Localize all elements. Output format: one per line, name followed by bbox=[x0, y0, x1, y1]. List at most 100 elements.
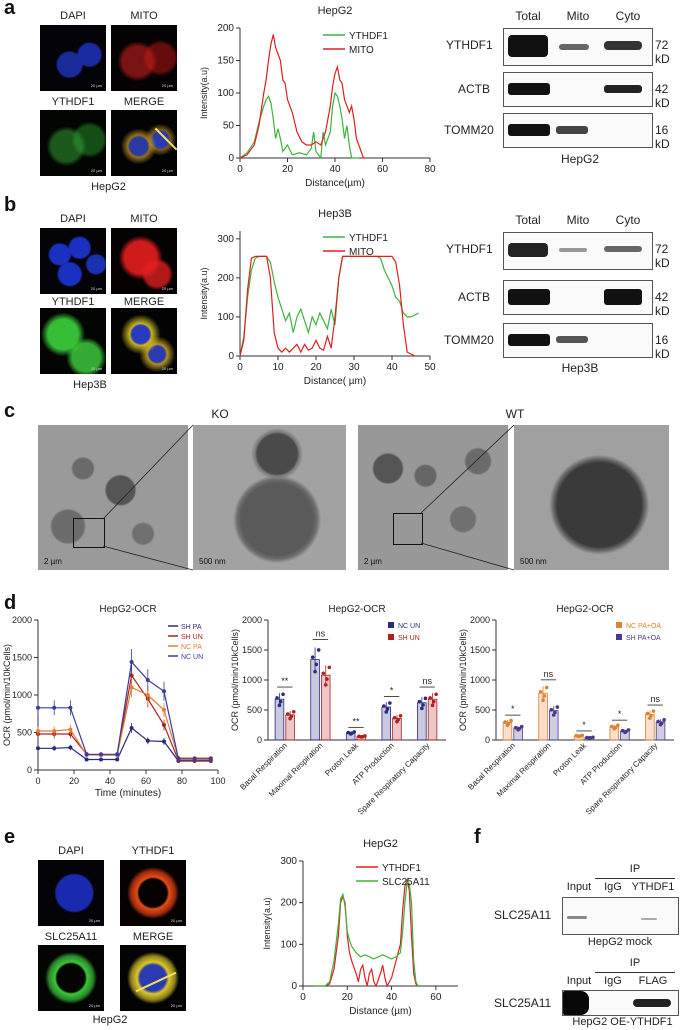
significance-label: * bbox=[390, 685, 394, 695]
panel-c-letter: c bbox=[4, 400, 16, 422]
chart-e-line-profile: 0 20 40 60 0 100 200 300 HepG2 Distance (µm) Inten… bbox=[262, 838, 458, 1017]
band bbox=[556, 336, 588, 343]
data-point bbox=[431, 699, 436, 704]
em-wt-overview: 2 µm bbox=[358, 425, 508, 570]
y-tick-label: 1000 bbox=[470, 675, 490, 685]
series-line bbox=[314, 880, 419, 987]
x-tick-label: 60 bbox=[377, 164, 389, 175]
data-point bbox=[346, 730, 351, 735]
chart-title: HepG2 bbox=[318, 5, 353, 17]
legend-swatch bbox=[616, 622, 622, 628]
data-point bbox=[553, 710, 557, 715]
micro-caption: Hep3B bbox=[73, 379, 107, 391]
chart-b-line-profile: 0 10 20 30 40 50 0 100 200 300 Hep3B Distance( µm) I… bbox=[199, 208, 436, 387]
y-tick-label: 1000 bbox=[12, 690, 32, 700]
y-tick-label: 0 bbox=[485, 735, 490, 745]
wb-header: Mito bbox=[566, 9, 590, 23]
legend-label: NC PA+OA bbox=[626, 623, 661, 630]
em-ko-zoom: 500 nm bbox=[193, 425, 346, 570]
data-point bbox=[313, 669, 317, 674]
x-tick-label: 40 bbox=[329, 164, 341, 175]
data-point bbox=[385, 707, 390, 711]
data-point bbox=[388, 701, 392, 705]
data-point bbox=[281, 692, 285, 697]
ip-bracket bbox=[595, 878, 675, 879]
label-dapi: DAPI bbox=[58, 845, 84, 857]
data-point bbox=[176, 756, 181, 761]
y-tick-label: 2000 bbox=[242, 615, 262, 625]
band bbox=[508, 334, 550, 346]
y-axis-label: Intensity(a.u) bbox=[199, 67, 209, 119]
legend-swatch bbox=[388, 622, 394, 628]
y-tick-label: 300 bbox=[217, 234, 234, 245]
significance-label: ns bbox=[544, 669, 554, 679]
data-point bbox=[620, 728, 625, 733]
data-point bbox=[352, 730, 357, 734]
y-tick-label: 300 bbox=[280, 856, 297, 867]
x-tick-label: 20 bbox=[69, 776, 79, 786]
data-point bbox=[115, 757, 120, 762]
label-mito: MITO bbox=[130, 213, 158, 225]
data-point bbox=[321, 671, 326, 676]
legend-label: YTHDF1 bbox=[349, 233, 388, 244]
x-tick-label: Spare Respiratory Capacity bbox=[584, 741, 660, 815]
data-point bbox=[542, 694, 547, 698]
data-point bbox=[162, 689, 166, 694]
band bbox=[604, 289, 642, 305]
wb-row-label: ACTB bbox=[458, 290, 491, 304]
micro-e-dapi: 20 µm bbox=[38, 860, 104, 926]
scale-bar-label: 20 µm bbox=[90, 168, 102, 173]
panel-a-letter: a bbox=[4, 0, 16, 19]
data-point bbox=[68, 727, 73, 732]
micro-caption: HepG2 bbox=[91, 181, 126, 193]
y-tick-label: 1500 bbox=[470, 645, 490, 655]
series-line bbox=[38, 727, 211, 762]
data-point bbox=[52, 746, 57, 751]
data-point bbox=[36, 746, 40, 751]
band bbox=[604, 85, 642, 93]
scale-bar-label: 20 µm bbox=[161, 286, 173, 291]
chart-d-ocr-bar-un: 0 500 1000 1500 2000 HepG2-OCR OCR (pmol/min/1… bbox=[230, 604, 446, 815]
band bbox=[641, 918, 657, 920]
label-ko: KO bbox=[211, 407, 229, 421]
series-line bbox=[38, 673, 211, 761]
data-point bbox=[651, 709, 656, 713]
data-point bbox=[310, 655, 315, 659]
chart-d-ocr-bar-paoa: 0 500 1000 1500 2000 HepG2-OCR OCR (pmol/min/1… bbox=[458, 604, 674, 815]
data-point bbox=[314, 662, 319, 667]
data-point bbox=[610, 724, 614, 729]
lane-header: Input bbox=[566, 881, 592, 893]
data-point bbox=[285, 712, 290, 716]
wb-kd-label: 16 kD bbox=[655, 123, 670, 151]
data-point bbox=[68, 745, 73, 750]
chart-d-ocr-time: 0 20 40 60 80 1000500100015002000HepG2-OCRTim… bbox=[2, 604, 226, 799]
data-point bbox=[384, 710, 389, 714]
coip-blot-bottom bbox=[562, 990, 679, 1016]
data-point bbox=[580, 733, 585, 738]
wb-row-label: ACTB bbox=[458, 82, 491, 96]
lane-header: IgG bbox=[604, 975, 622, 987]
x-tick-label: 0 bbox=[300, 992, 306, 1003]
micro-e-merge: 20 µm bbox=[120, 945, 186, 1011]
band bbox=[508, 124, 550, 136]
band bbox=[508, 289, 550, 305]
blot-caption: HepG2 mock bbox=[587, 936, 653, 948]
band bbox=[559, 44, 589, 50]
micro-caption: HepG2 bbox=[92, 1014, 128, 1026]
data-point bbox=[99, 757, 103, 762]
panel-b-letter: b bbox=[4, 194, 17, 216]
chart-title: Hep3B bbox=[318, 208, 352, 220]
data-point bbox=[289, 714, 294, 719]
data-point bbox=[517, 726, 522, 731]
series-line bbox=[239, 34, 366, 159]
x-axis-label: Distance(µm) bbox=[305, 178, 365, 189]
band bbox=[563, 991, 589, 1015]
x-tick-label: 40 bbox=[105, 776, 115, 786]
label-ythdf1: YTHDF1 bbox=[51, 96, 95, 108]
series-line bbox=[38, 660, 211, 760]
y-tick-label: 1500 bbox=[242, 645, 262, 655]
data-point bbox=[649, 713, 653, 718]
scale-bar-label: 20 µm bbox=[161, 83, 173, 88]
data-point bbox=[555, 705, 560, 709]
wb-blot-row bbox=[503, 28, 653, 66]
